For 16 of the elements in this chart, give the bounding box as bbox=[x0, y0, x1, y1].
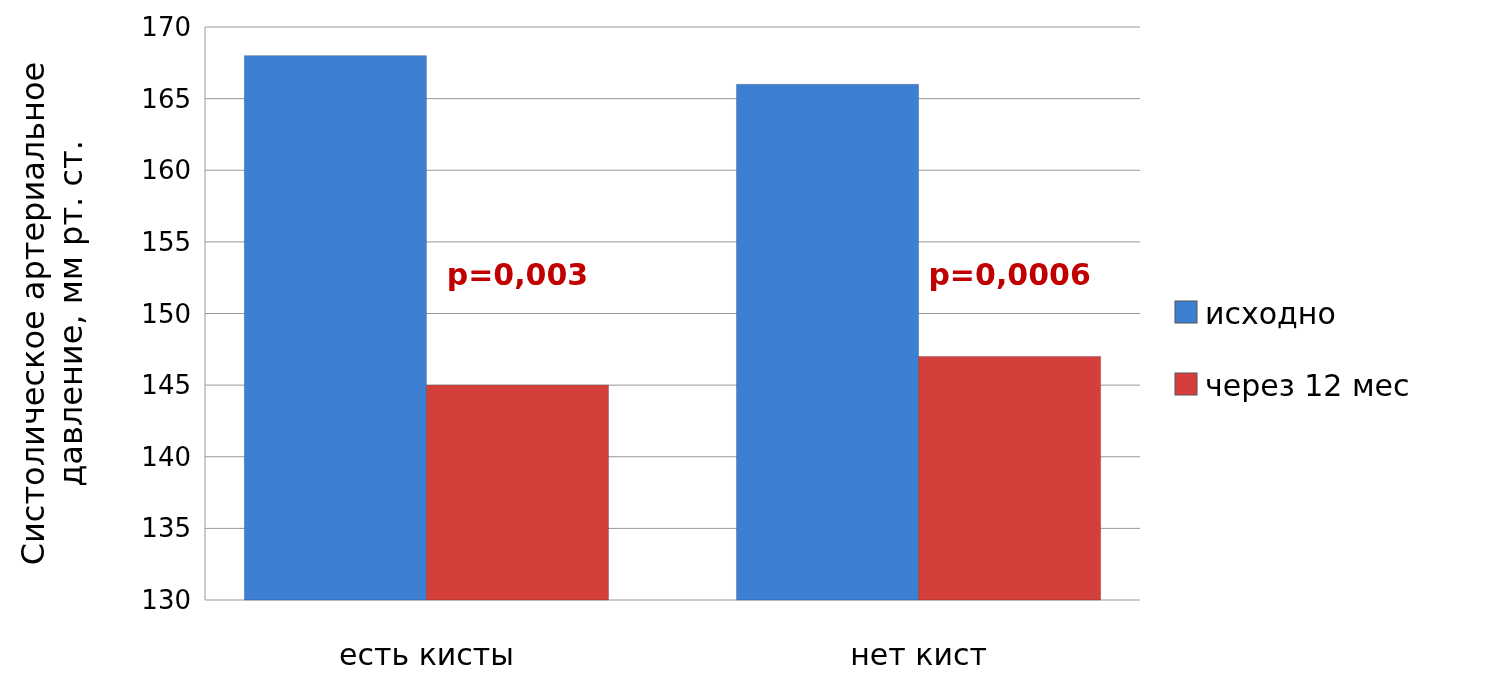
y-tick-label: 170 bbox=[141, 12, 191, 43]
y-tick-label: 140 bbox=[141, 441, 191, 472]
y-tick-label: 135 bbox=[141, 513, 191, 544]
y-tick-label: 155 bbox=[141, 226, 191, 257]
y-tick-label: 130 bbox=[141, 585, 191, 616]
legend-label: через 12 мес bbox=[1205, 367, 1410, 403]
x-tick-label: нет кист bbox=[850, 637, 987, 672]
y-tick-label: 165 bbox=[141, 83, 191, 114]
annotation: p=0,0006 bbox=[928, 256, 1091, 292]
y-tick-label: 160 bbox=[141, 155, 191, 186]
y-tick-label: 150 bbox=[141, 298, 191, 329]
annotation: p=0,003 bbox=[446, 256, 589, 292]
legend-label: исходно bbox=[1205, 295, 1336, 331]
y-axis-title: Систолическое артериальное давление, мм рт. ст. bbox=[14, 61, 90, 566]
y-tick-label: 145 bbox=[141, 370, 191, 401]
x-tick-label: есть кисты bbox=[338, 637, 514, 672]
